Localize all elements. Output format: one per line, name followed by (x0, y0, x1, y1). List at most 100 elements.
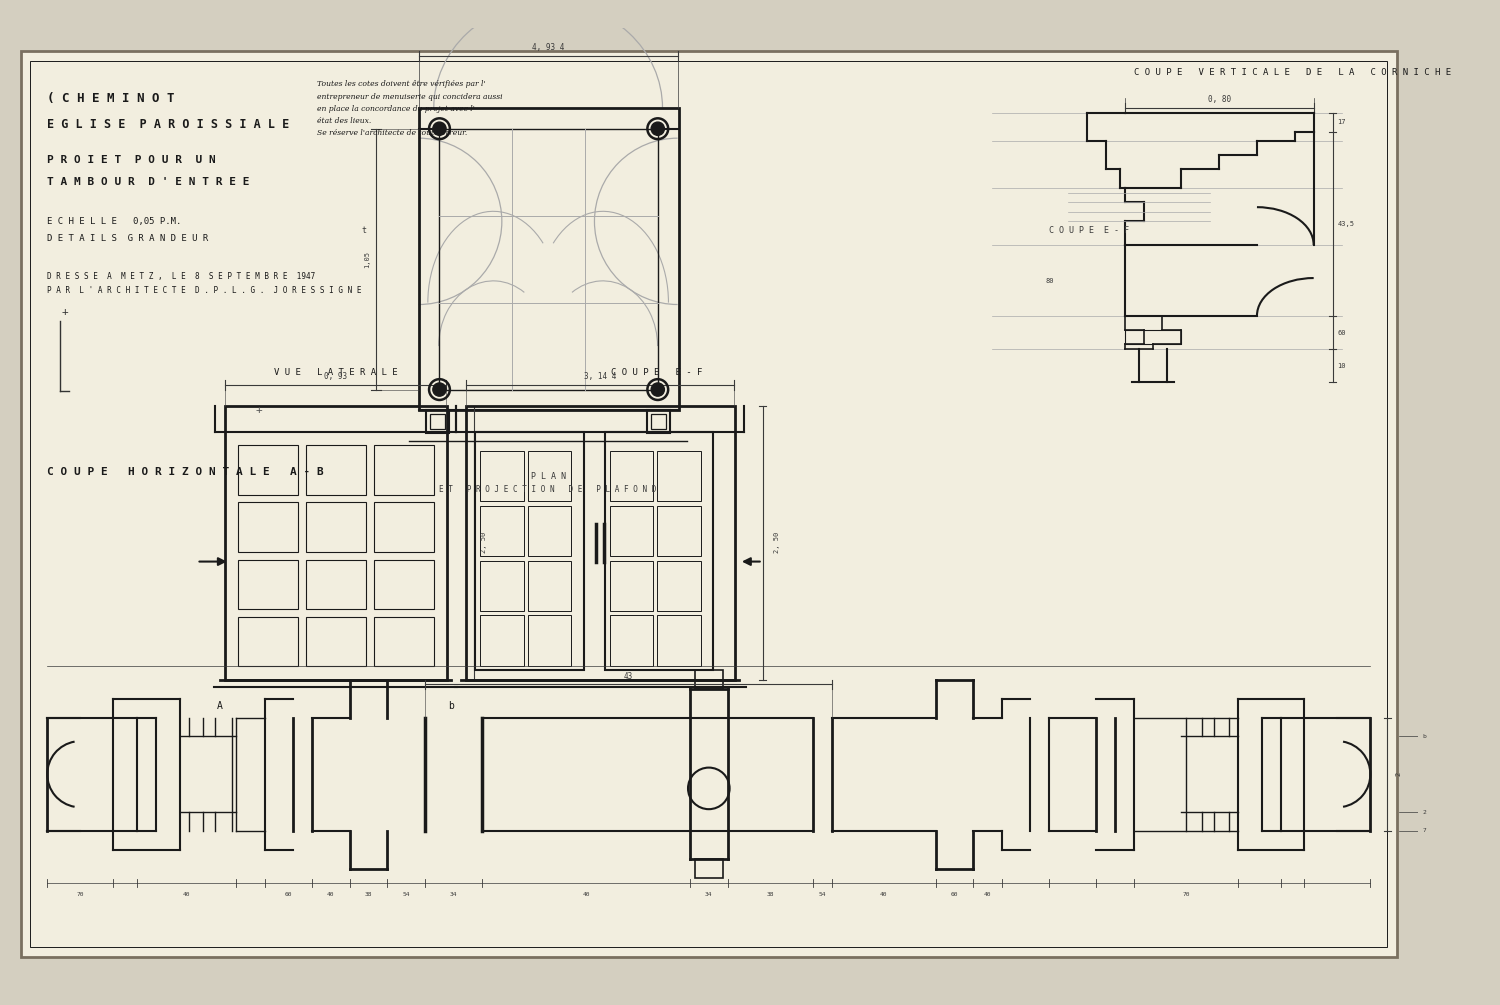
Text: V U E   L A T E R A L E: V U E L A T E R A L E (273, 368, 398, 377)
Bar (609, 561, 654, 611)
Text: 43: 43 (624, 672, 633, 681)
Bar (306, 445, 366, 494)
Text: 40: 40 (582, 891, 590, 896)
Text: 60: 60 (285, 891, 292, 896)
Circle shape (651, 383, 664, 396)
Text: 34: 34 (705, 891, 712, 896)
Bar (374, 560, 434, 609)
Text: en place la concordance du projet avec l': en place la concordance du projet avec l… (316, 105, 474, 113)
Text: 10: 10 (1338, 363, 1346, 369)
Text: E C H E L L E   0,05 P.M.: E C H E L L E 0,05 P.M. (48, 217, 182, 226)
Bar (609, 615, 654, 665)
Bar (651, 414, 666, 429)
Text: P A R  L ' A R C H I T E C T E  D . P . L . G .  J O R E S S I G N E: P A R L ' A R C H I T E C T E D . P . L … (48, 285, 362, 294)
Text: 60: 60 (951, 891, 958, 896)
Text: 2, 50: 2, 50 (774, 532, 780, 554)
Text: C O U P E   V E R T I C A L E   D E   L A   C O R N I C H E: C O U P E V E R T I C A L E D E L A C O … (1134, 67, 1450, 76)
Text: 40: 40 (327, 891, 334, 896)
Bar (480, 451, 524, 501)
Text: C O U P E  E - F: C O U P E E - F (1048, 226, 1130, 235)
Text: 3, 14 4: 3, 14 4 (584, 372, 616, 381)
Bar (609, 506, 654, 556)
Bar (238, 617, 298, 666)
Bar (694, 670, 723, 689)
Circle shape (433, 122, 445, 136)
Text: P R O I E T  P O U R  U N: P R O I E T P O U R U N (48, 155, 216, 165)
Text: Se réserve l'architecte de toute erreur.: Se réserve l'architecte de toute erreur. (316, 130, 466, 138)
Bar (374, 617, 434, 666)
Bar (306, 617, 366, 666)
Text: D R E S S E  A  M E T Z ,  L E  8  S E P T E M B R E  1947: D R E S S E A M E T Z , L E 8 S E P T E … (48, 271, 315, 280)
Text: 1,05: 1,05 (363, 250, 369, 267)
Bar (480, 506, 524, 556)
Text: 54: 54 (819, 891, 827, 896)
Bar (440, 129, 658, 390)
Bar (374, 445, 434, 494)
Bar (426, 410, 448, 433)
Bar (238, 502, 298, 552)
Text: E G L I S E  P A R O I S S I A L E: E G L I S E P A R O I S S I A L E (48, 119, 290, 132)
Bar (238, 560, 298, 609)
Text: C O U P E   E - F: C O U P E E - F (610, 368, 702, 377)
Text: ( C H E M I N O T: ( C H E M I N O T (48, 92, 176, 105)
Text: 38: 38 (766, 891, 774, 896)
Text: b: b (1422, 734, 1426, 739)
Text: C O U P E   H O R I Z O N T A L E   A - B: C O U P E H O R I Z O N T A L E A - B (48, 466, 324, 476)
Bar (480, 561, 524, 611)
Text: 7: 7 (1422, 828, 1426, 833)
Text: 54: 54 (402, 891, 410, 896)
Text: +: + (62, 308, 68, 317)
Text: 40: 40 (880, 891, 888, 896)
Bar (609, 451, 654, 501)
Text: 38: 38 (364, 891, 372, 896)
Bar (480, 615, 524, 665)
Text: E T   P R O J E C T I O N   D E   P L A F O N D: E T P R O J E C T I O N D E P L A F O N … (440, 485, 657, 494)
Text: 4, 93 4: 4, 93 4 (532, 43, 564, 52)
Bar (306, 502, 366, 552)
Bar (648, 410, 670, 433)
Text: 34: 34 (450, 891, 458, 896)
Text: état des lieux.: état des lieux. (316, 118, 370, 126)
Text: 2: 2 (1395, 772, 1401, 776)
Bar (306, 560, 366, 609)
Text: 2: 2 (1422, 809, 1426, 814)
Text: 40: 40 (984, 891, 992, 896)
Bar (694, 859, 723, 878)
Text: 70: 70 (76, 891, 84, 896)
Text: 43,5: 43,5 (1338, 221, 1354, 227)
Text: 40: 40 (183, 891, 190, 896)
Bar (657, 451, 700, 501)
Text: 70: 70 (1182, 891, 1190, 896)
Bar (528, 451, 572, 501)
Bar (238, 445, 298, 494)
Text: 80: 80 (1046, 277, 1054, 283)
Bar (657, 561, 700, 611)
Bar (430, 414, 445, 429)
Bar (528, 561, 572, 611)
Text: T A M B O U R  D ' E N T R E E: T A M B O U R D ' E N T R E E (48, 177, 250, 187)
Bar (657, 506, 700, 556)
Text: 2, 50: 2, 50 (482, 532, 488, 554)
Circle shape (651, 122, 664, 136)
Text: entrepreneur de menuiserie qui concidera aussi: entrepreneur de menuiserie qui concidera… (316, 92, 502, 100)
Text: Toutes les cotes doivent être vérifiées par l': Toutes les cotes doivent être vérifiées … (316, 80, 484, 88)
Bar (528, 506, 572, 556)
Text: 17: 17 (1338, 120, 1346, 125)
Text: A: A (217, 701, 223, 712)
Text: D E T A I L S  G R A N D E U R: D E T A I L S G R A N D E U R (48, 234, 209, 243)
Bar (419, 108, 678, 410)
Text: +: + (255, 405, 262, 415)
Bar (657, 615, 700, 665)
Text: 0, 80: 0, 80 (1208, 94, 1230, 104)
Text: t: t (362, 226, 368, 235)
Circle shape (433, 383, 445, 396)
Bar (374, 502, 434, 552)
Bar (476, 432, 584, 670)
Text: 60: 60 (1338, 330, 1346, 336)
Bar (528, 615, 572, 665)
Text: b: b (448, 701, 453, 712)
Bar (225, 406, 447, 679)
Bar (466, 406, 735, 679)
Bar (1125, 330, 1182, 344)
Text: 0, 93: 0, 93 (324, 372, 346, 381)
